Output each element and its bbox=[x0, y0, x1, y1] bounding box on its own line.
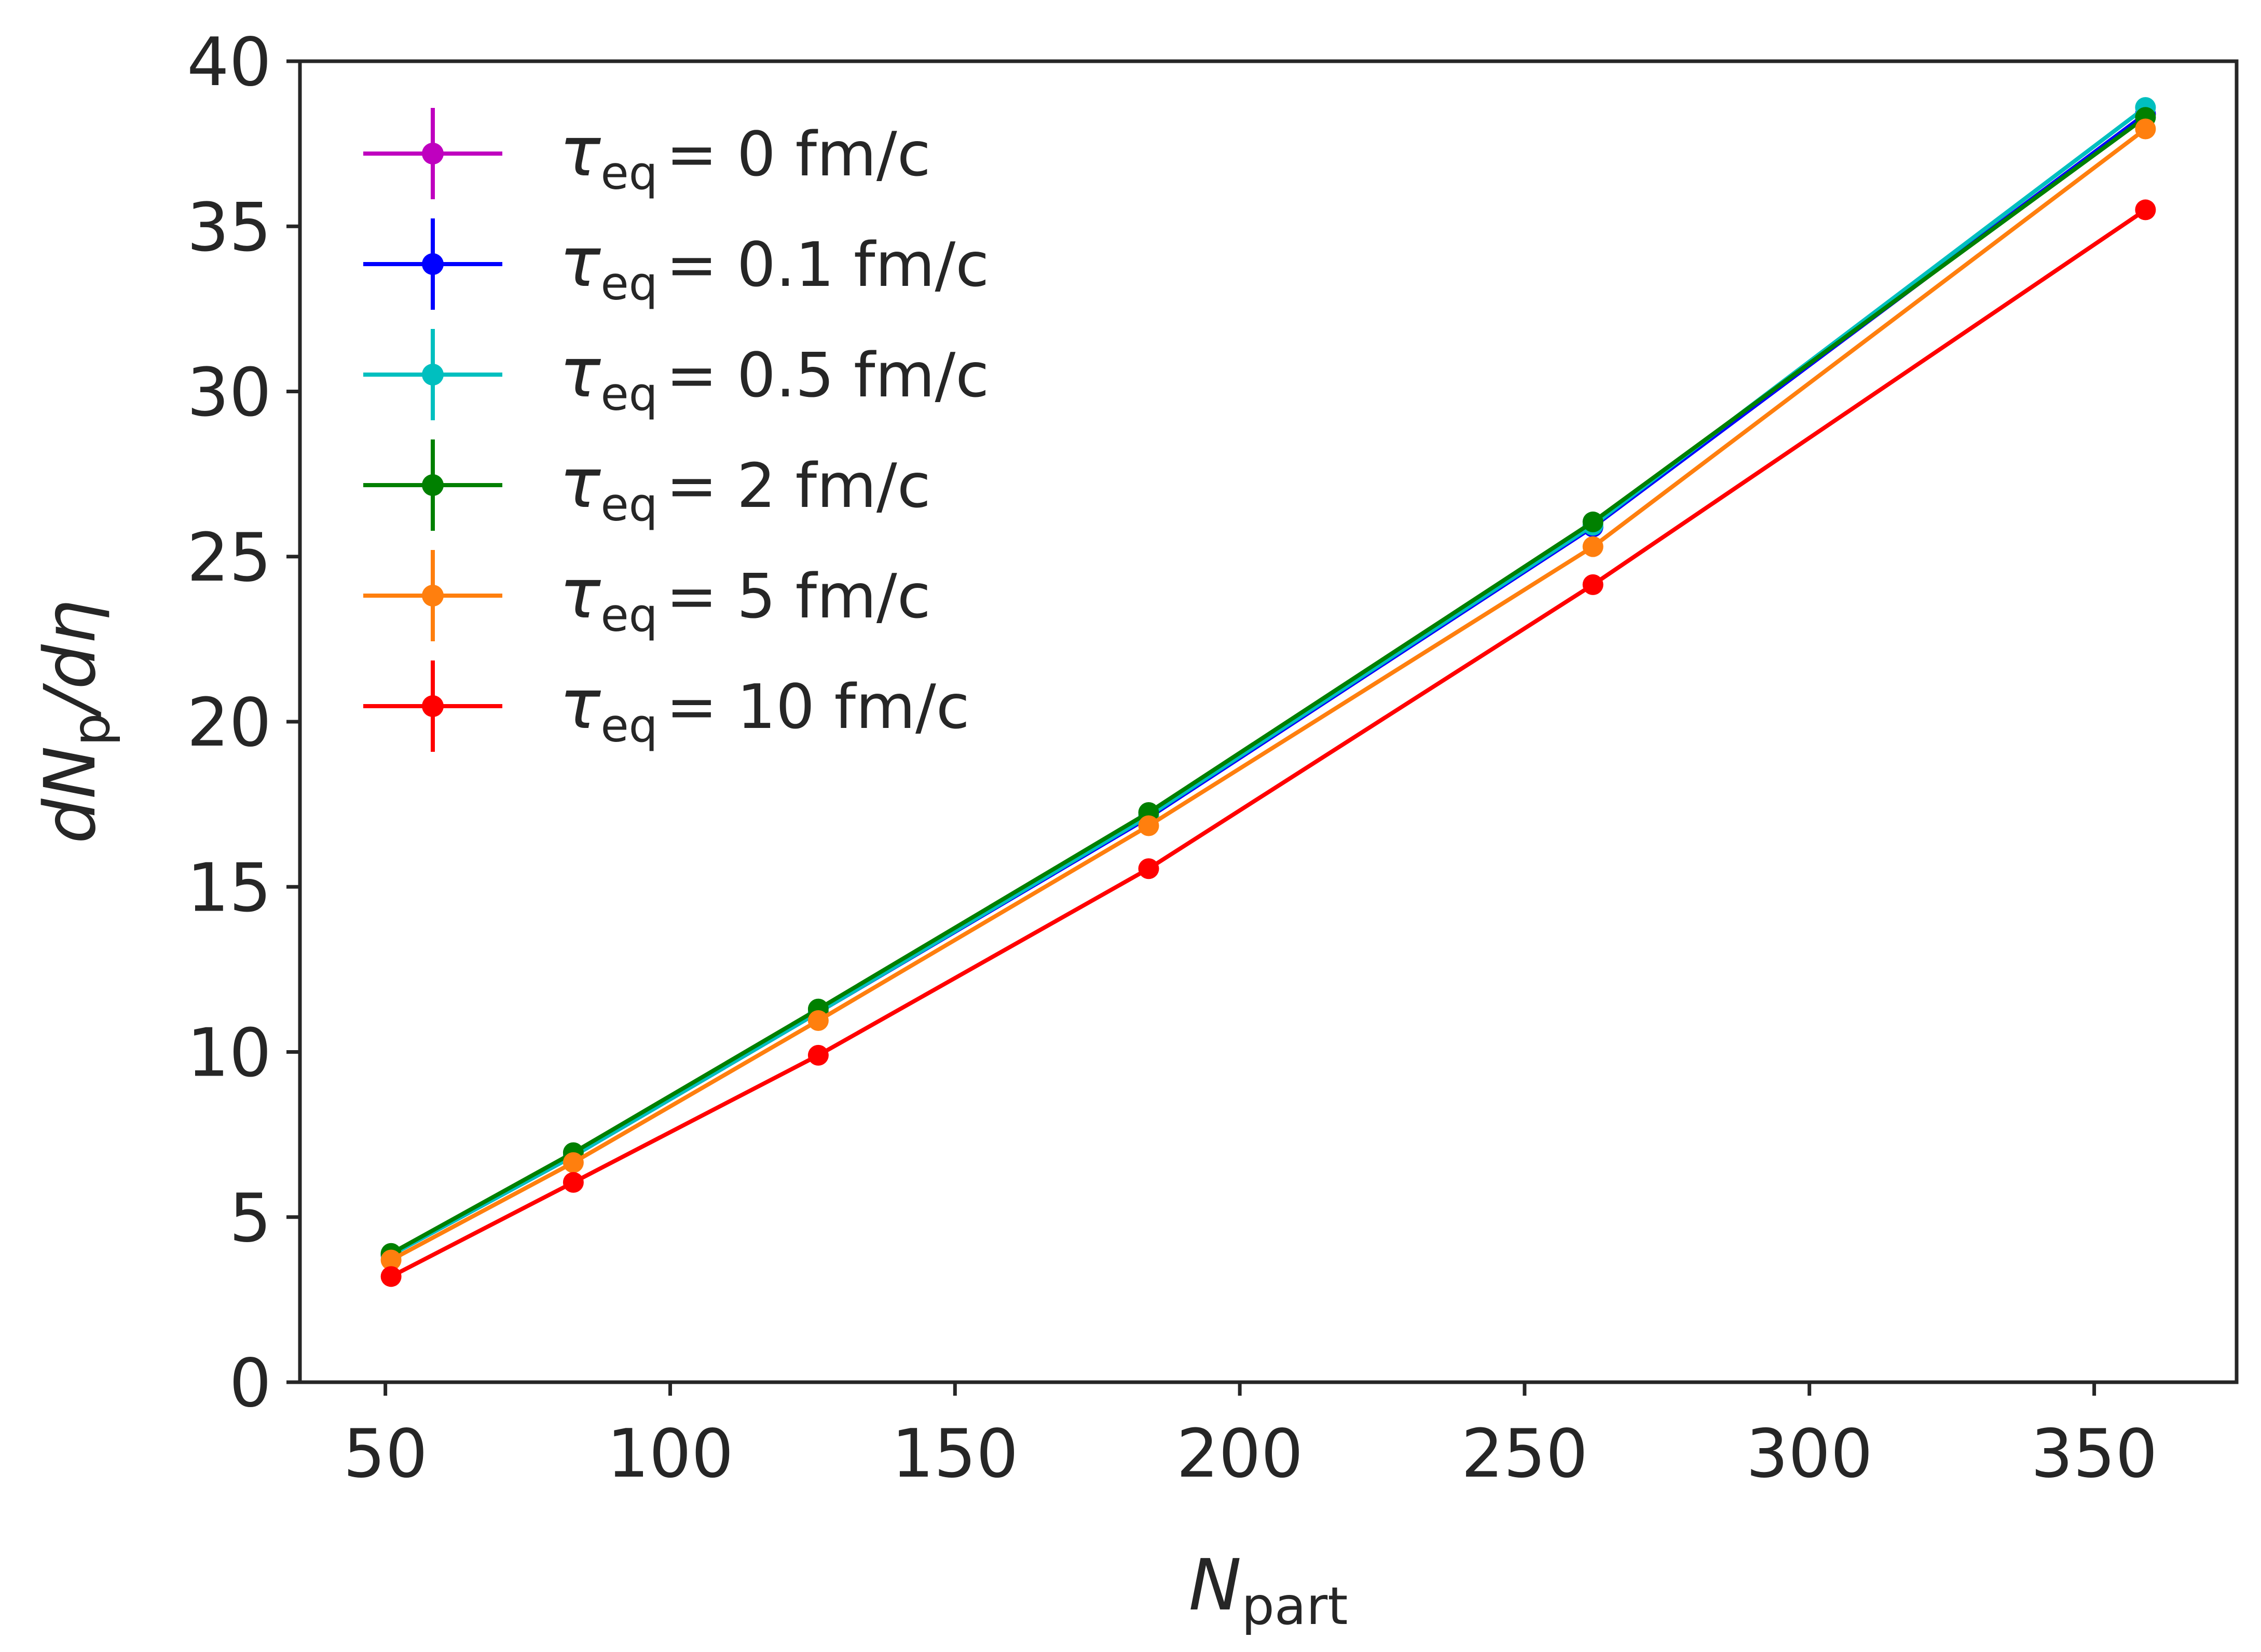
legend-value-0: = 0 fm/c bbox=[666, 118, 930, 190]
x-axis-label-sub: part bbox=[1241, 1576, 1348, 1636]
legend-tau-4: τ bbox=[559, 554, 601, 634]
x-tick-label-6: 350 bbox=[2031, 1415, 2157, 1493]
x-tick-label-4: 250 bbox=[1461, 1415, 1588, 1493]
legend-label-0: τeq = 0 fm/c bbox=[559, 112, 931, 200]
legend-tau-1: τ bbox=[559, 223, 601, 302]
data-point-4-3 bbox=[1138, 815, 1159, 836]
data-point-5-5 bbox=[2135, 199, 2156, 221]
x-tick-label-3: 200 bbox=[1176, 1415, 1303, 1493]
y-tick-label-4: 20 bbox=[187, 684, 271, 762]
data-point-5-1 bbox=[563, 1172, 584, 1193]
legend-sub-2: eq bbox=[600, 367, 657, 421]
x-axis-label: Npart bbox=[1189, 1545, 1348, 1636]
data-point-4-0 bbox=[380, 1249, 402, 1271]
axis-labels: Npart dNp/dη bbox=[30, 600, 1348, 1636]
legend-marker-1 bbox=[422, 253, 444, 275]
data-point-4-5 bbox=[2135, 118, 2156, 140]
series-line-3 bbox=[390, 115, 2147, 1256]
legend-value-2: = 0.5 fm/c bbox=[666, 339, 989, 411]
data-point-5-2 bbox=[807, 1044, 829, 1066]
data-point-4-2 bbox=[807, 1010, 829, 1031]
legend-value-5: = 10 fm/c bbox=[666, 671, 969, 742]
series-layer bbox=[380, 97, 2156, 1287]
legend-tau-0: τ bbox=[559, 112, 601, 192]
legend-sub-3: eq bbox=[600, 478, 657, 531]
legend-marker-0 bbox=[422, 143, 444, 164]
y-axis-label: dNp/dη bbox=[30, 600, 121, 844]
legend-sub-0: eq bbox=[600, 146, 657, 200]
data-point-4-1 bbox=[563, 1152, 584, 1173]
y-tick-label-0: 0 bbox=[229, 1345, 271, 1422]
legend-label-3: τeq = 2 fm/c bbox=[559, 444, 931, 531]
data-point-5-4 bbox=[1582, 574, 1604, 595]
legend-sub-5: eq bbox=[600, 699, 657, 752]
y-tick-label-7: 35 bbox=[187, 189, 271, 266]
legend-tau-5: τ bbox=[559, 665, 601, 745]
y-tick-label-8: 40 bbox=[187, 24, 271, 101]
legend-sub-1: eq bbox=[600, 257, 657, 310]
data-point-5-3 bbox=[1138, 858, 1159, 879]
y-tick-label-6: 30 bbox=[187, 354, 271, 432]
legend-marker-4 bbox=[422, 585, 444, 607]
legend-marker-3 bbox=[422, 474, 444, 496]
y-tick-label-5: 25 bbox=[187, 519, 271, 597]
x-tick-label-2: 150 bbox=[892, 1415, 1018, 1493]
series-line-4 bbox=[390, 127, 2147, 1262]
x-tick-label-0: 50 bbox=[343, 1415, 428, 1493]
legend-tau-3: τ bbox=[559, 444, 601, 524]
legend-marker-5 bbox=[422, 695, 444, 717]
data-point-4-4 bbox=[1582, 536, 1604, 557]
x-axis-label-main: N bbox=[1189, 1545, 1242, 1627]
legend-value-3: = 2 fm/c bbox=[666, 450, 930, 521]
y-axis-label-tail: /dη bbox=[30, 600, 112, 718]
legend-label-2: τeq = 0.5 fm/c bbox=[559, 333, 989, 421]
legend-label-4: τeq = 5 fm/c bbox=[559, 554, 931, 642]
y-tick-label-1: 5 bbox=[229, 1180, 271, 1257]
legend-value-4: = 5 fm/c bbox=[666, 560, 930, 632]
x-tick-label-5: 300 bbox=[1746, 1415, 1873, 1493]
legend-value-1: = 0.1 fm/c bbox=[666, 229, 989, 300]
y-axis-label-main: dN bbox=[30, 746, 112, 844]
y-tick-label-2: 10 bbox=[187, 1015, 271, 1092]
legend-tau-2: τ bbox=[559, 333, 601, 413]
ticks-layer: 50 100 150 200 250 300 350 0 5 10 15 20 25 30 35 40 bbox=[187, 24, 2158, 1493]
y-axis-label-sub: p bbox=[61, 713, 121, 746]
legend-label-5: τeq = 10 fm/c bbox=[559, 665, 970, 752]
series-line-5 bbox=[390, 208, 2147, 1278]
y-tick-label-3: 15 bbox=[187, 849, 271, 927]
data-point-5-0 bbox=[380, 1266, 402, 1287]
data-point-3-4 bbox=[1582, 511, 1604, 532]
legend-marker-2 bbox=[422, 364, 444, 386]
legend-sub-4: eq bbox=[600, 588, 657, 642]
x-tick-label-1: 100 bbox=[607, 1415, 733, 1493]
legend-label-1: τeq = 0.1 fm/c bbox=[559, 223, 989, 310]
